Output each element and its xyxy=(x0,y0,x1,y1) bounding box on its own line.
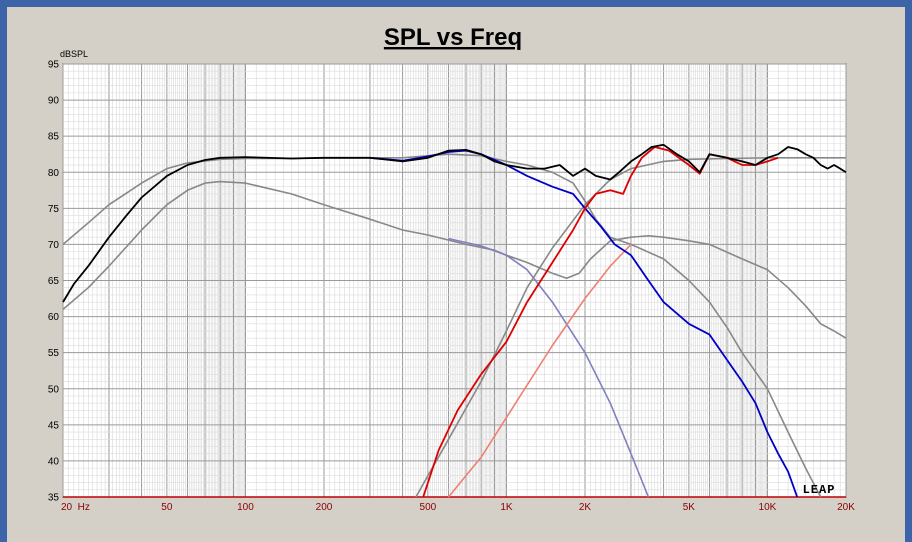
y-tick-labels: 35 40 45 50 55 60 65 70 75 80 85 90 95 xyxy=(48,60,60,504)
x-tick-label: 100 xyxy=(237,502,254,513)
y-tick-label: 80 xyxy=(48,168,60,179)
series-line-5 xyxy=(447,243,632,498)
x-tick-label: 500 xyxy=(420,502,437,513)
series-line-8 xyxy=(62,143,847,303)
x-tick-label: 200 xyxy=(316,502,333,513)
chart-title: SPL vs Freq xyxy=(384,24,522,51)
leap-watermark: LEAP xyxy=(803,483,836,497)
series-line-1 xyxy=(62,153,822,498)
y-tick-label: 35 xyxy=(48,493,60,504)
series-lines xyxy=(62,143,847,498)
x-tick-label: 50 xyxy=(161,502,173,513)
grid xyxy=(62,63,847,498)
x-tick-label: 5K xyxy=(683,502,696,513)
y-tick-label: 60 xyxy=(48,312,60,323)
y-tick-label: 95 xyxy=(48,60,60,71)
x-tick-label: 20 Hz xyxy=(61,502,90,513)
y-tick-label: 45 xyxy=(48,420,60,431)
y-tick-label: 75 xyxy=(48,204,60,215)
y-tick-label: 90 xyxy=(48,96,60,107)
series-line-2 xyxy=(62,180,847,339)
y-axis-label: dBSPL xyxy=(60,49,88,59)
x-tick-labels: 20 Hz 50 100 200 500 1K 2K 5K 10K 20K xyxy=(61,502,855,513)
y-tick-label: 70 xyxy=(48,240,60,251)
y-tick-label: 50 xyxy=(48,384,60,395)
y-tick-label: 85 xyxy=(48,132,60,143)
y-tick-label: 55 xyxy=(48,348,60,359)
y-tick-label: 40 xyxy=(48,456,60,467)
series-line-3 xyxy=(448,237,650,498)
x-tick-label: 2K xyxy=(579,502,592,513)
x-tick-label: 20K xyxy=(837,502,855,513)
y-tick-label: 65 xyxy=(48,276,60,287)
x-tick-label: 1K xyxy=(500,502,513,513)
x-tick-label: 10K xyxy=(759,502,777,513)
